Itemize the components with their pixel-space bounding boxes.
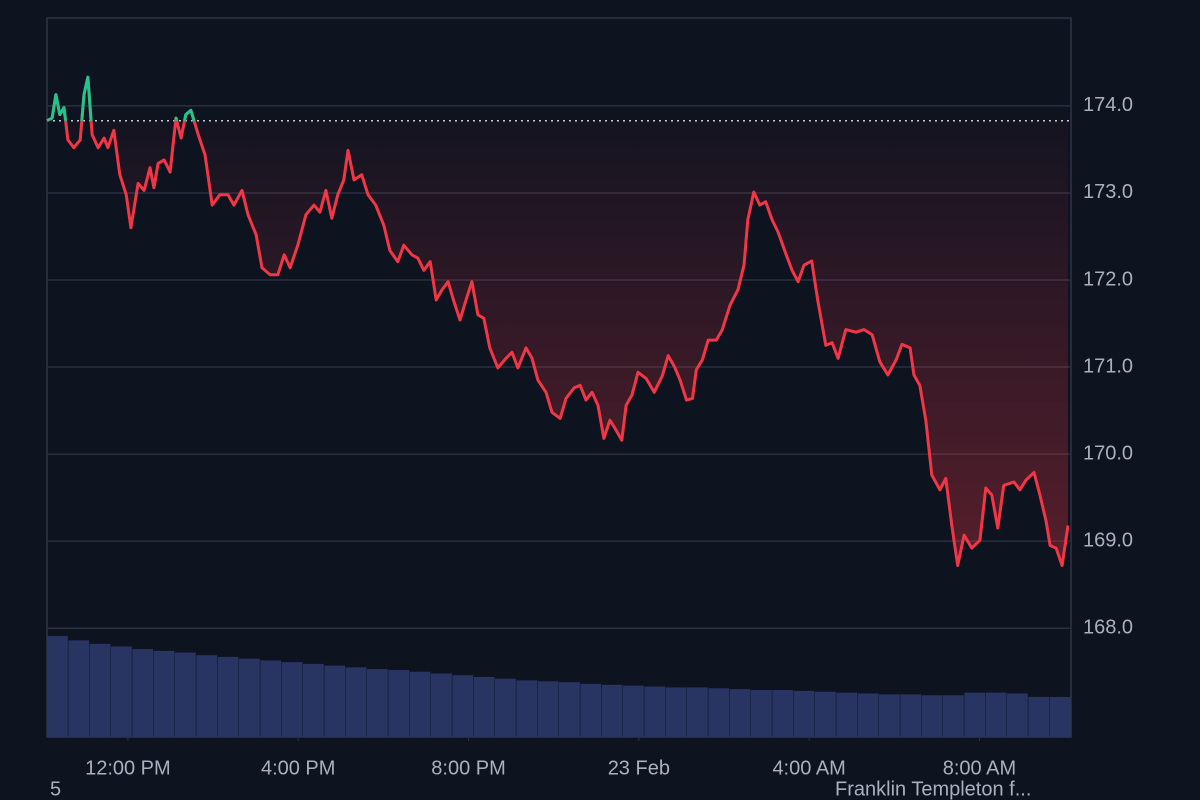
volume-bar bbox=[303, 663, 324, 737]
volume-bar bbox=[900, 694, 922, 737]
volume-bar bbox=[175, 652, 196, 737]
volume-bar bbox=[580, 683, 602, 737]
volume-bar bbox=[1007, 693, 1028, 737]
volume-bar bbox=[857, 693, 879, 737]
x-tick-label: 12:00 PM bbox=[85, 757, 171, 779]
volume-bar bbox=[964, 692, 986, 737]
volume-bar bbox=[943, 695, 964, 737]
volume-bar bbox=[815, 691, 836, 737]
volume-bar bbox=[921, 695, 943, 737]
x-tick-label: 8:00 PM bbox=[431, 757, 505, 779]
volume-bar bbox=[260, 660, 282, 737]
footer-right: Franklin Templeton f... bbox=[835, 778, 1031, 800]
volume-bar bbox=[793, 690, 815, 737]
x-tick-label: 4:00 PM bbox=[261, 757, 335, 779]
volume-bar bbox=[601, 684, 623, 737]
volume-bar bbox=[687, 687, 708, 737]
y-tick-label: 171.0 bbox=[1083, 355, 1133, 377]
volume-bar bbox=[217, 656, 239, 737]
footer-left: 5 bbox=[50, 778, 61, 800]
volume-bar bbox=[644, 686, 666, 737]
volume-bar bbox=[239, 658, 260, 737]
volume-bar bbox=[196, 655, 218, 737]
volume-bar bbox=[409, 671, 431, 737]
volume-bar bbox=[345, 667, 367, 737]
price-line-above bbox=[46, 75, 196, 121]
y-tick-label: 174.0 bbox=[1083, 94, 1133, 116]
volume-bar bbox=[559, 682, 580, 737]
volume-bar bbox=[324, 665, 346, 737]
y-tick-label: 170.0 bbox=[1083, 442, 1133, 464]
volume-bar bbox=[516, 680, 538, 737]
volume-bar bbox=[1028, 696, 1050, 737]
volume-bar bbox=[452, 675, 474, 737]
y-tick-label: 169.0 bbox=[1083, 529, 1133, 551]
volume-bar bbox=[1049, 696, 1071, 737]
volume-bar bbox=[388, 669, 410, 737]
volume-bar bbox=[665, 687, 687, 737]
volume-bar bbox=[431, 673, 452, 737]
volume-bar bbox=[537, 681, 559, 737]
y-tick-label: 173.0 bbox=[1083, 181, 1133, 203]
volume-bar bbox=[68, 640, 90, 737]
x-tick-label: 8:00 AM bbox=[943, 757, 1016, 779]
volume-bar bbox=[89, 643, 111, 737]
volume-bar bbox=[473, 676, 495, 737]
area bbox=[65, 120, 1068, 566]
x-tick-label: 23 Feb bbox=[608, 757, 670, 779]
volume-bar bbox=[132, 649, 154, 737]
volume-bar bbox=[879, 694, 900, 737]
volume-bar bbox=[623, 685, 644, 737]
volume-bar bbox=[153, 650, 175, 737]
volume-bar bbox=[367, 669, 388, 737]
volume-bar bbox=[836, 692, 858, 737]
volume-bar bbox=[772, 689, 794, 737]
volume-bar bbox=[751, 689, 772, 737]
volume-bar bbox=[708, 688, 730, 737]
volume-bar bbox=[495, 678, 516, 737]
volume-bar bbox=[985, 692, 1007, 737]
volume-bar bbox=[729, 689, 751, 737]
volume-bar bbox=[47, 636, 68, 737]
y-tick-label: 172.0 bbox=[1083, 268, 1133, 290]
y-tick-label: 168.0 bbox=[1083, 616, 1133, 638]
volume-bar bbox=[111, 646, 132, 737]
volume-bar bbox=[281, 662, 303, 737]
x-tick-label: 4:00 AM bbox=[772, 757, 845, 779]
